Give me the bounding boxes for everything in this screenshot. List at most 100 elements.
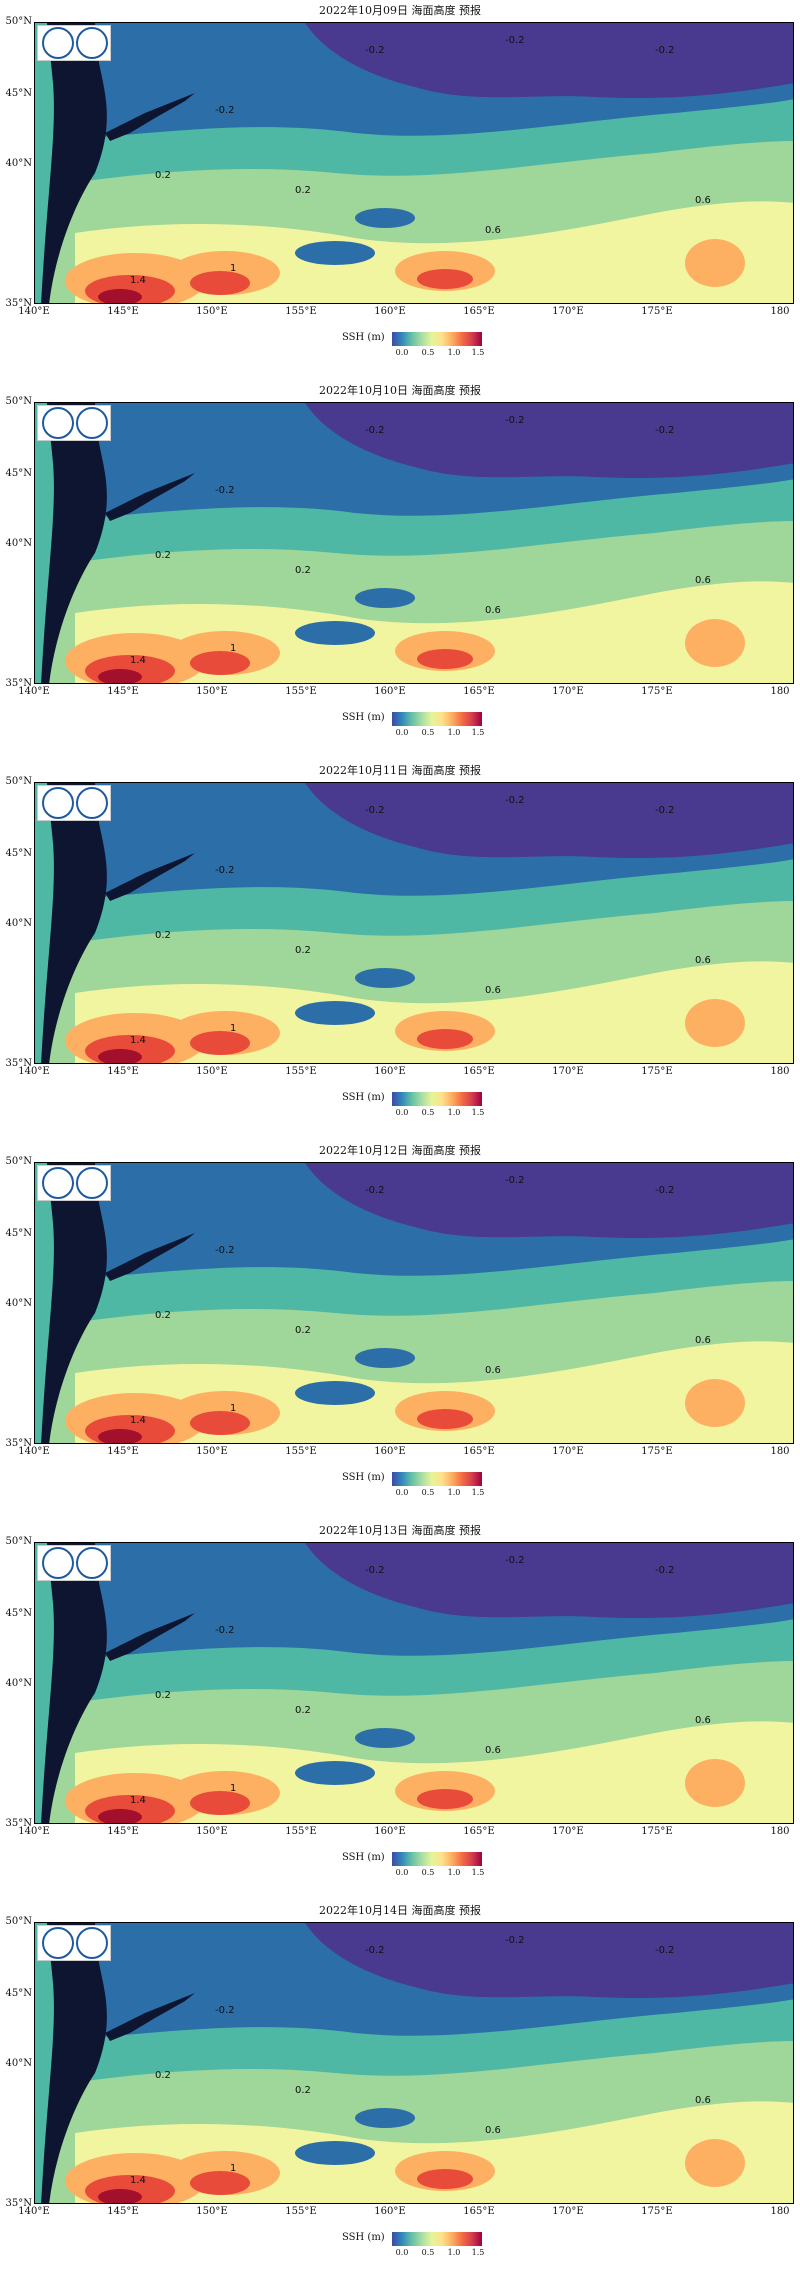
- colorbar-label: SSH (m): [342, 332, 385, 343]
- lon-label: 175°E: [641, 686, 673, 697]
- contour-label: 0.2: [155, 930, 171, 941]
- agency-logo-icon: [76, 787, 108, 819]
- lon-label: 175°E: [641, 306, 673, 317]
- agency-logos: [37, 25, 111, 61]
- ssh-field: -0.2 -0.2 -0.2 -0.2 0.2 0.2 0.6 0.6 1 1.…: [35, 1923, 793, 2203]
- lon-label: 160°E: [374, 306, 406, 317]
- lon-label: 160°E: [374, 2206, 406, 2217]
- contour-label: -0.2: [505, 35, 525, 46]
- contour-label: -0.2: [505, 795, 525, 806]
- colorbar-tick: 1.5: [471, 728, 485, 737]
- lon-label: 175°E: [641, 2206, 673, 2217]
- lon-label: 175°E: [641, 1826, 673, 1837]
- contour-label: -0.2: [215, 1625, 235, 1636]
- lon-label: 165°E: [463, 1446, 495, 1457]
- lat-label: 40°N: [5, 1678, 32, 1689]
- contour-label: 0.6: [695, 575, 711, 586]
- colorbar: [392, 2232, 482, 2246]
- ssh-map: -0.2 -0.2 -0.2 -0.2 0.2 0.2 0.6 0.6 1 1.…: [34, 782, 794, 1064]
- contour-label: -0.2: [655, 1565, 675, 1576]
- lon-label: 140°E: [18, 2206, 50, 2217]
- contour-label: -0.2: [365, 1185, 385, 1196]
- lon-label: 140°E: [18, 1446, 50, 1457]
- ssh-map: -0.2 -0.2 -0.2 -0.2 0.2 0.2 0.6 0.6 1 1.…: [34, 22, 794, 304]
- lon-label: 165°E: [463, 2206, 495, 2217]
- colorbar-tick: 1.0: [447, 1108, 461, 1117]
- contour-label: 0.6: [485, 1745, 501, 1756]
- contour-label: -0.2: [365, 805, 385, 816]
- lon-label: 180: [770, 1446, 790, 1457]
- colorbar: [392, 1092, 482, 1106]
- lat-label: 40°N: [5, 538, 32, 549]
- contour-label: 1.4: [130, 1795, 146, 1806]
- contour-label: 0.6: [485, 2125, 501, 2136]
- forecast-panel: 2022年10月13日 海面高度 预报 50°N 45°N 40°N 35°N: [0, 1520, 800, 1900]
- agency-logo-icon: [76, 1167, 108, 1199]
- contour-label: -0.2: [505, 415, 525, 426]
- colorbar-tick: 1.0: [447, 2248, 461, 2257]
- contour-label: 1: [230, 263, 236, 274]
- lon-label: 180: [770, 1826, 790, 1837]
- contour-label: 0.2: [155, 550, 171, 561]
- agency-logo-icon: [42, 1547, 74, 1579]
- colorbar-tick: 1.5: [471, 1868, 485, 1877]
- lon-label: 145°E: [107, 1446, 139, 1457]
- contour-label: -0.2: [505, 1935, 525, 1946]
- contour-label: 1.4: [130, 1415, 146, 1426]
- contour-label: 0.2: [155, 1690, 171, 1701]
- lon-label: 140°E: [18, 1066, 50, 1077]
- colorbar-tick: 0.5: [421, 1108, 435, 1117]
- lon-label: 170°E: [552, 1446, 584, 1457]
- colorbar-tick: 0.0: [395, 2248, 409, 2257]
- contour-label: -0.2: [365, 425, 385, 436]
- lon-label: 175°E: [641, 1446, 673, 1457]
- contour-label: 1: [230, 1023, 236, 1034]
- contour-label: 1: [230, 643, 236, 654]
- lat-label: 40°N: [5, 158, 32, 169]
- agency-logos: [37, 1925, 111, 1961]
- ssh-field: -0.2 -0.2 -0.2 -0.2 0.2 0.2 0.6 0.6 1 1.…: [35, 1543, 793, 1823]
- agency-logos: [37, 785, 111, 821]
- colorbar-tick: 0.0: [395, 1488, 409, 1497]
- lon-label: 175°E: [641, 1066, 673, 1077]
- contour-label: 0.6: [485, 605, 501, 616]
- colorbar: [392, 332, 482, 346]
- contour-label: 0.2: [295, 185, 311, 196]
- agency-logo-icon: [76, 1927, 108, 1959]
- contour-label: -0.2: [655, 805, 675, 816]
- colorbar-tick: 1.5: [471, 1488, 485, 1497]
- contour-label: 0.6: [485, 225, 501, 236]
- lon-label: 180: [770, 1066, 790, 1077]
- panel-title: 2022年10月14日 海面高度 预报: [319, 1904, 481, 1917]
- agency-logo-icon: [42, 787, 74, 819]
- contour-label: -0.2: [215, 2005, 235, 2016]
- lat-label: 45°N: [5, 848, 32, 859]
- lon-label: 170°E: [552, 686, 584, 697]
- lat-label: 35°N: [5, 2198, 32, 2209]
- forecast-panel: 2022年10月10日 海面高度 预报 50°N 45°N 40°N 35°N: [0, 380, 800, 760]
- lat-label: 40°N: [5, 1298, 32, 1309]
- lat-label: 45°N: [5, 88, 32, 99]
- lon-label: 155°E: [285, 2206, 317, 2217]
- contour-label: -0.2: [215, 1245, 235, 1256]
- lon-label: 150°E: [196, 1826, 228, 1837]
- colorbar: [392, 712, 482, 726]
- contour-label: 1.4: [130, 2175, 146, 2186]
- lon-label: 150°E: [196, 686, 228, 697]
- colorbar-tick: 0.0: [395, 1868, 409, 1877]
- lon-label: 170°E: [552, 306, 584, 317]
- contour-label: -0.2: [655, 45, 675, 56]
- contour-label: 0.2: [155, 1310, 171, 1321]
- forecast-panel: 2022年10月09日 海面高度 预报 50°N 45°N 40°N 35°N: [0, 0, 800, 380]
- contour-label: 1: [230, 1783, 236, 1794]
- colorbar-tick: 0.5: [421, 728, 435, 737]
- lon-label: 145°E: [107, 2206, 139, 2217]
- panel-title: 2022年10月13日 海面高度 预报: [319, 1524, 481, 1537]
- lat-label: 35°N: [5, 1058, 32, 1069]
- contour-label: 0.2: [295, 1705, 311, 1716]
- agency-logos: [37, 1165, 111, 1201]
- contour-label: 0.2: [295, 945, 311, 956]
- lon-label: 160°E: [374, 1446, 406, 1457]
- contour-label: 1.4: [130, 655, 146, 666]
- lon-label: 165°E: [463, 1066, 495, 1077]
